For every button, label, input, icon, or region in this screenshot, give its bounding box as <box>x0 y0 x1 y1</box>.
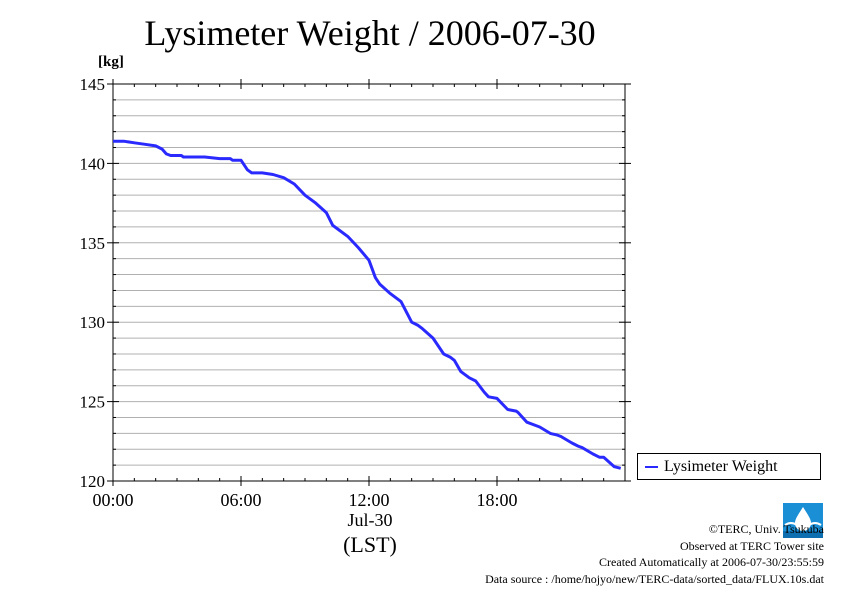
plot-frame <box>112 83 626 482</box>
y-tick-label: 120 <box>80 472 106 491</box>
credits: ©TERC, Univ. Tsukuba Observed at TERC To… <box>485 521 824 587</box>
x-axis-timezone-label: (LST) <box>343 532 397 557</box>
x-tick-label: 00:00 <box>92 490 133 510</box>
legend: Lysimeter Weight <box>637 453 821 480</box>
credit-source: Data source : /home/hojyo/new/TERC-data/… <box>485 571 824 586</box>
x-tick-label: 12:00 <box>348 490 389 510</box>
x-tick-label: 18:00 <box>476 490 517 510</box>
y-axis-unit-label: [kg] <box>98 54 124 70</box>
chart-title: Lysimeter Weight / 2006-07-30 <box>144 13 596 53</box>
series-lines <box>113 139 622 470</box>
legend-label: Lysimeter Weight <box>664 457 778 475</box>
y-tick-label: 135 <box>80 234 106 253</box>
credit-copyright: ©TERC, Univ. Tsukuba <box>708 522 824 536</box>
x-tick-label: 06:00 <box>220 490 261 510</box>
y-tick-label: 130 <box>80 313 106 332</box>
tick-labels: 120 125 130 135 140 145 00:00 06:00 12:00 18:00 <box>80 75 518 510</box>
grid-lines <box>113 99 625 466</box>
credit-created: Created Automatically at 2006-07-30/23:5… <box>599 555 824 569</box>
axes <box>107 79 631 486</box>
series-line-lysimeter-weight <box>113 139 622 470</box>
legend-swatch <box>645 465 658 468</box>
y-tick-label: 145 <box>80 75 106 94</box>
terc-logo-icon <box>783 503 823 538</box>
x-axis-date-label: Jul-30 <box>347 510 393 530</box>
credit-observed: Observed at TERC Tower site <box>679 538 824 553</box>
y-tick-label: 125 <box>80 393 106 412</box>
y-tick-label: 140 <box>80 154 106 173</box>
